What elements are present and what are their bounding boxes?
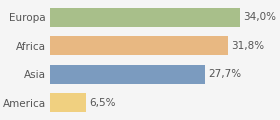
Bar <box>50 93 87 112</box>
Bar <box>50 36 228 55</box>
Text: 6,5%: 6,5% <box>89 98 116 108</box>
Text: 34,0%: 34,0% <box>243 12 276 22</box>
Bar <box>50 65 205 84</box>
Text: 27,7%: 27,7% <box>208 69 241 79</box>
Bar <box>50 8 241 27</box>
Text: 31,8%: 31,8% <box>231 41 264 51</box>
